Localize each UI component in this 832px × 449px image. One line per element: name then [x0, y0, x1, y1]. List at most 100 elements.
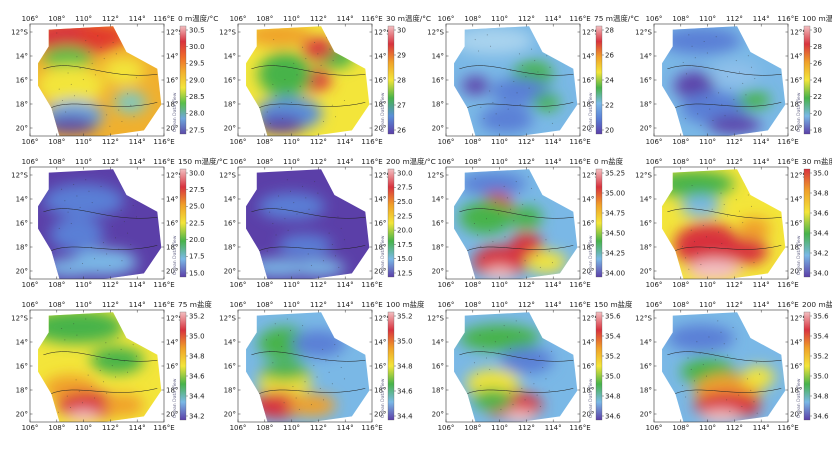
x-tick-label-top: 110°	[283, 158, 300, 166]
x-tick-label-bottom: 108°	[672, 281, 689, 289]
x-tick-label-bottom: 114°	[337, 424, 354, 432]
y-tick-label-left: 12°S	[635, 29, 652, 37]
x-tick-label-bottom: 110°	[699, 138, 716, 146]
x-tick-label-top: 106°	[230, 158, 247, 166]
y-tick-label-right: 18°	[374, 101, 386, 109]
y-tick-label-left: 12°S	[427, 172, 444, 180]
x-tick-label-top: 108°	[48, 301, 65, 309]
y-tick-label-right: 16°	[374, 77, 386, 85]
colorbar-tick-label: 22	[813, 93, 822, 101]
y-tick-label-left: 12°S	[219, 172, 236, 180]
y-tick-label-right: 20°	[374, 411, 386, 419]
x-tick-label-bottom: 106°	[230, 281, 247, 289]
x-tick-label-bottom: 108°	[256, 424, 273, 432]
x-tick-label-bottom: 116°E	[777, 424, 798, 432]
x-tick-label-bottom: 108°	[672, 138, 689, 146]
colorbar	[179, 311, 187, 421]
y-tick-label-left: 12°S	[11, 315, 28, 323]
panel-title: 100 m盐度	[386, 300, 425, 309]
colorbar-tick-label: 34.50	[605, 229, 625, 237]
odv-watermark: Ocean Data View	[588, 378, 594, 418]
y-tick-label-right: 14°	[166, 339, 178, 347]
colorbar-tick-label: 27	[397, 101, 406, 109]
x-tick-label-top: 108°	[672, 158, 689, 166]
x-tick-label-bottom: 106°	[438, 424, 455, 432]
odv-watermark: Ocean Data View	[172, 92, 178, 132]
x-tick-label-bottom: 110°	[283, 281, 300, 289]
x-tick-label-top: 108°	[672, 301, 689, 309]
colorbar-tick-label: 35.4	[813, 332, 829, 340]
x-tick-label-bottom: 114°	[753, 138, 770, 146]
colorbar-tick-label: 34.6	[813, 412, 829, 420]
x-tick-label-bottom: 116°E	[153, 424, 174, 432]
x-tick-label-top: 106°	[646, 158, 663, 166]
x-tick-label-bottom: 112°	[518, 138, 535, 146]
x-tick-label-top: 112°	[518, 158, 535, 166]
map-panel: 106° 106° 108° 108° 110° 110° 112° 112° 114° 114°…	[11, 14, 218, 146]
odv-watermark: Ocean Data View	[796, 92, 802, 132]
odv-watermark: Ocean Data View	[380, 378, 386, 418]
x-tick-label-top: 106°	[438, 15, 455, 23]
field-fill	[662, 312, 786, 423]
y-tick-label-left: 20°	[224, 268, 236, 276]
panel-title: 30 m温度/°C	[386, 14, 431, 23]
x-tick-label-top: 114°	[337, 15, 354, 23]
x-tick-label-top: 114°	[545, 158, 562, 166]
y-tick-label-left: 20°	[224, 411, 236, 419]
x-tick-label-top: 106°	[230, 15, 247, 23]
y-tick-label-left: 14°	[432, 53, 444, 61]
x-tick-label-top: 112°	[518, 301, 535, 309]
map-panel: 106° 106° 108° 108° 110° 110° 112° 112° 114° 114°…	[427, 300, 633, 432]
colorbar-tick-label: 24	[605, 76, 614, 84]
map-panel: 106° 106° 108° 108° 110° 110° 112° 112° 114° 114°…	[427, 157, 625, 289]
y-tick-label-left: 12°S	[11, 29, 28, 37]
colorbar-tick-label: 34.8	[189, 352, 205, 360]
x-tick-label-bottom: 112°	[518, 424, 535, 432]
colorbar-tick-label: 34.6	[397, 387, 413, 395]
x-tick-label-bottom: 106°	[22, 138, 39, 146]
y-tick-label-right: 16°	[374, 220, 386, 228]
y-tick-label-left: 18°	[640, 101, 652, 109]
y-tick-label-left: 16°	[432, 77, 444, 85]
y-tick-label-left: 16°	[16, 363, 28, 371]
y-tick-label-right: 14°	[374, 196, 386, 204]
x-tick-label-top: 106°	[646, 15, 663, 23]
panel-title: 75 m温度/°C	[594, 14, 639, 23]
colorbar-tick-label: 34.8	[397, 362, 413, 370]
x-tick-label-top: 114°	[545, 15, 562, 23]
x-tick-label-bottom: 114°	[545, 281, 562, 289]
y-tick-label-right: 14°	[374, 53, 386, 61]
x-tick-label-top: 114°	[753, 301, 770, 309]
colorbar-tick-label: 35.6	[813, 312, 829, 320]
x-tick-label-top: 116°E	[569, 301, 590, 309]
x-tick-label-top: 112°	[310, 301, 327, 309]
colorbar-tick-label: 35.2	[605, 352, 621, 360]
x-tick-label-top: 112°	[102, 15, 119, 23]
colorbar	[179, 25, 187, 135]
field-fill	[454, 26, 578, 136]
y-tick-label-right: 20°	[166, 125, 178, 133]
y-tick-label-left: 16°	[640, 220, 652, 228]
y-tick-label-left: 16°	[432, 220, 444, 228]
panel-title: 30 m盐度	[802, 157, 832, 166]
colorbar-tick-label: 34.4	[189, 392, 205, 400]
panel-title: 200 m温度/°C	[386, 157, 436, 166]
field-fill	[454, 312, 578, 423]
x-tick-label-bottom: 114°	[129, 138, 146, 146]
field-fill	[662, 169, 786, 280]
y-tick-label-right: 14°	[790, 339, 802, 347]
y-tick-label-left: 18°	[432, 244, 444, 252]
y-tick-label-right: 18°	[582, 387, 594, 395]
y-tick-label-left: 12°S	[427, 315, 444, 323]
x-tick-label-top: 116°E	[153, 15, 174, 23]
y-tick-label-right: 16°	[790, 220, 802, 228]
y-tick-label-left: 18°	[224, 101, 236, 109]
x-tick-label-bottom: 112°	[310, 424, 327, 432]
x-tick-label-bottom: 108°	[256, 281, 273, 289]
y-tick-label-right: 12°S	[790, 172, 807, 180]
x-tick-label-bottom: 114°	[129, 281, 146, 289]
colorbar-tick-label: 34.4	[813, 229, 829, 237]
panel-title: 150 m温度/°C	[178, 157, 228, 166]
colorbar-tick-label: 27.5	[189, 126, 205, 134]
